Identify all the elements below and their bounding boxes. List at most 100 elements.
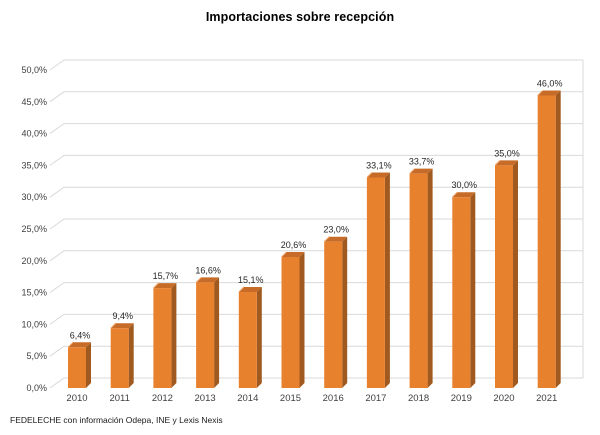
bar-2020 <box>494 160 518 388</box>
x-axis-label: 2021 <box>536 393 557 404</box>
bar-top-highlight-edge <box>494 160 501 166</box>
bar-front-face <box>153 288 172 388</box>
bar-top-face <box>366 172 390 178</box>
y-axis-label: 15,0% <box>21 288 47 298</box>
value-label: 15,1% <box>238 275 264 285</box>
x-axis-label: 2019 <box>451 393 472 404</box>
bar-front-face <box>196 282 215 388</box>
bar-2015 <box>281 251 305 388</box>
x-axis-label: 2010 <box>66 393 87 404</box>
y-axis-label: 25,0% <box>21 224 47 234</box>
bar-front-face <box>238 291 257 388</box>
value-label: 15,7% <box>153 271 179 281</box>
bar-side-face <box>86 342 91 388</box>
bar-2016 <box>323 236 348 388</box>
bar-side-face <box>214 277 220 388</box>
gridline <box>49 123 583 135</box>
y-axis-label: 0,0% <box>26 383 47 393</box>
bar-2014 <box>238 286 262 388</box>
x-axis-label: 2013 <box>195 393 216 404</box>
bar-side-face <box>256 286 262 388</box>
bar-top-face <box>409 168 433 174</box>
bar-top-highlight-edge <box>110 322 117 329</box>
y-axis-label: 20,0% <box>21 256 47 266</box>
value-label: 33,7% <box>409 157 435 167</box>
bar-top-highlight-edge <box>67 341 74 348</box>
chart-title: Importaciones sobre recepción <box>205 10 395 24</box>
y-axis-label: 10,0% <box>21 319 47 329</box>
bar-front-face <box>366 177 385 388</box>
bar-front-face <box>452 197 471 388</box>
bar-front-face <box>110 328 129 388</box>
bar-side-face <box>384 172 390 388</box>
bar-side-face <box>513 160 518 388</box>
bar-top-face <box>281 251 305 257</box>
bar-2012 <box>153 282 177 388</box>
bar-top-highlight-edge <box>537 90 544 96</box>
bar-front-face <box>537 95 556 388</box>
bar-front-face <box>495 165 513 388</box>
bar-2010 <box>67 341 91 388</box>
x-axis-label: 2015 <box>280 393 301 404</box>
bar-side-face <box>555 90 561 388</box>
value-label: 46,0% <box>537 78 563 88</box>
x-axis-label: 2016 <box>323 393 344 404</box>
value-label: 30,0% <box>452 180 478 190</box>
bar-front-face <box>68 347 86 388</box>
bar-top-face <box>324 236 348 242</box>
x-axis-label: 2012 <box>152 393 173 404</box>
value-label: 35,0% <box>494 148 520 158</box>
x-axis-label: 2014 <box>237 393 258 404</box>
y-axis-label: 50,0% <box>21 65 47 75</box>
value-label: 16,6% <box>195 265 221 275</box>
bar-2011 <box>110 322 134 388</box>
bar-front-face <box>281 256 300 388</box>
x-axis-label: 2018 <box>408 393 429 404</box>
bar-front-face <box>409 173 428 388</box>
value-label: 20,6% <box>281 240 307 250</box>
bar-top-face <box>110 323 134 329</box>
bar-side-face <box>171 283 177 388</box>
bar-top-highlight-edge <box>238 286 245 293</box>
bar-top-highlight-edge <box>323 236 330 243</box>
bar-side-face <box>427 168 433 388</box>
value-label: 33,1% <box>366 160 392 170</box>
bar-side-face <box>299 251 305 388</box>
bar-top-face <box>238 286 262 292</box>
bar-top-face <box>537 90 561 96</box>
bar-side-face <box>342 236 348 388</box>
bar-front-face <box>324 241 343 388</box>
value-label: 23,0% <box>323 225 349 235</box>
bar-top-highlight-edge <box>366 172 373 178</box>
bar-2018 <box>409 168 433 388</box>
bar-top-face <box>495 160 518 166</box>
y-axis-label: 5,0% <box>26 351 47 361</box>
bar-top-face <box>68 342 91 348</box>
bar-top-face <box>196 277 220 283</box>
y-axis-label: 30,0% <box>21 192 47 202</box>
bar-top-face <box>452 192 476 198</box>
x-axis-label: 2020 <box>493 393 514 404</box>
bar-2013 <box>195 277 220 388</box>
bar-side-face <box>128 323 134 388</box>
gridline <box>49 154 583 166</box>
y-axis-label: 45,0% <box>21 97 47 107</box>
gridline <box>49 91 583 103</box>
bar-top-face <box>153 283 177 289</box>
value-label: 9,4% <box>112 311 133 321</box>
bar-top-highlight-edge <box>451 191 458 198</box>
gridline <box>49 59 583 71</box>
x-axis-label: 2017 <box>365 393 386 404</box>
bar-2017 <box>366 172 390 388</box>
bar-side-face <box>470 192 476 388</box>
bar-top-highlight-edge <box>281 251 287 258</box>
bar-top-highlight-edge <box>153 282 159 289</box>
bar-2019 <box>451 191 476 388</box>
y-axis-label: 40,0% <box>21 129 47 139</box>
value-label: 6,4% <box>70 330 91 340</box>
y-axis-label: 35,0% <box>21 160 47 170</box>
bar-2021 <box>537 90 561 388</box>
bar-top-highlight-edge <box>409 168 415 175</box>
source-note: FEDELECHE con información Odepa, INE y L… <box>10 415 223 425</box>
